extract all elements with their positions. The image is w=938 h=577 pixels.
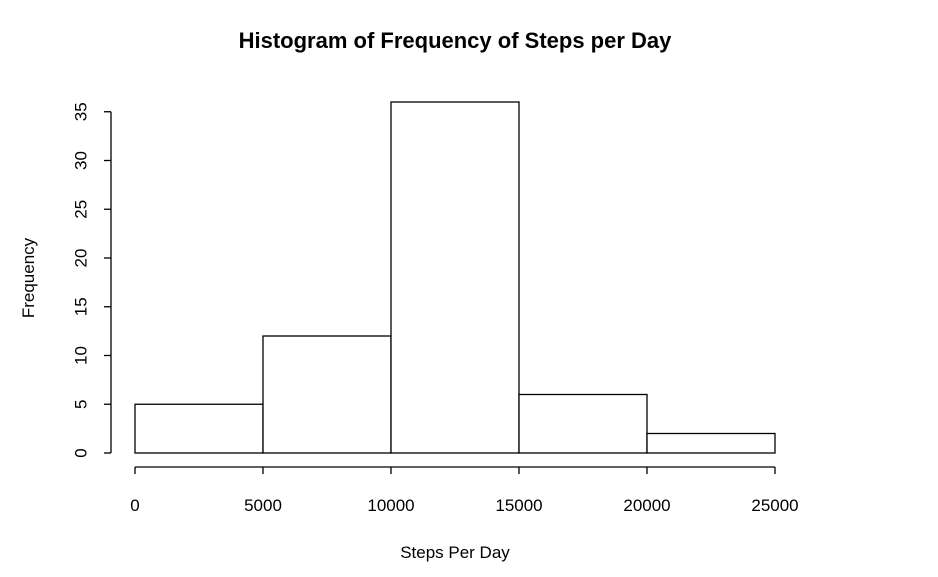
- histogram-bar-0: [134, 403, 264, 454]
- x-tick-label-5: 25000: [751, 496, 798, 515]
- x-tick-label-2: 10000: [367, 496, 414, 515]
- x-tick-label-1: 5000: [244, 496, 282, 515]
- y-tick-label-0: 0: [72, 448, 91, 457]
- y-tick-label-5: 25: [72, 200, 91, 219]
- y-tick-label-4: 20: [72, 249, 91, 268]
- y-tick-label-2: 10: [72, 346, 91, 365]
- y-tick-label-6: 30: [72, 151, 91, 170]
- x-tick-label-0: 0: [130, 496, 139, 515]
- chart-title: Histogram of Frequency of Steps per Day: [239, 28, 673, 53]
- y-tick-label-7: 35: [72, 102, 91, 121]
- bars-group: [134, 101, 776, 454]
- y-tick-label-1: 5: [72, 400, 91, 409]
- x-axis-label: Steps Per Day: [400, 543, 510, 562]
- y-tick-label-3: 15: [72, 297, 91, 316]
- histogram-bar-4: [646, 432, 776, 454]
- histogram-bar-3: [518, 393, 648, 454]
- x-axis: 0 5000 10000 15000 20000 25000: [130, 466, 799, 515]
- x-tick-label-4: 20000: [623, 496, 670, 515]
- histogram-bar-1: [262, 335, 392, 454]
- x-tick-label-3: 15000: [495, 496, 542, 515]
- histogram-bar-2: [390, 101, 520, 454]
- y-axis: 0 5 10 15 20 25 30 35: [72, 102, 112, 458]
- y-axis-label: Frequency: [19, 237, 38, 318]
